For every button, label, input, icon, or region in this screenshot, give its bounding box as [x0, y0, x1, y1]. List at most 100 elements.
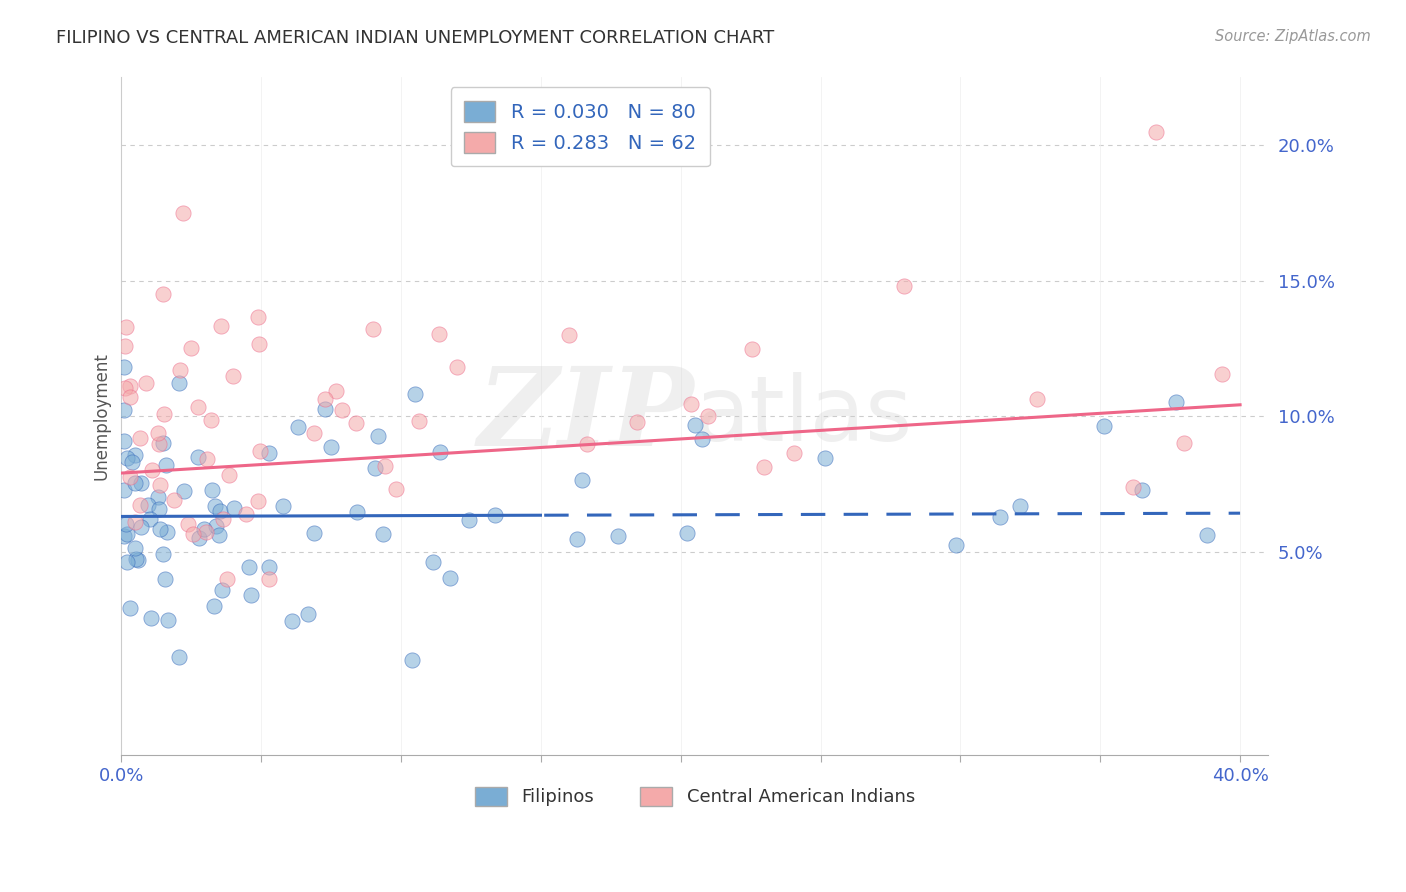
Point: [187, 400, 209, 414]
Point: [208, 528, 231, 542]
Point: [129, 520, 152, 534]
Point: [112, 434, 135, 449]
Point: [361, 322, 384, 336]
Point: [325, 384, 347, 399]
Point: [259, 560, 281, 574]
Point: [814, 450, 837, 465]
Point: [367, 429, 389, 443]
Point: [429, 445, 451, 459]
Point: [172, 206, 194, 220]
Point: [401, 653, 423, 667]
Point: [697, 409, 720, 423]
Point: [565, 532, 588, 546]
Point: [148, 426, 170, 441]
Point: [156, 524, 179, 539]
Point: [319, 440, 342, 454]
Text: atlas: atlas: [695, 372, 912, 460]
Point: [152, 287, 174, 301]
Point: [163, 492, 186, 507]
Point: [148, 522, 170, 536]
Point: [118, 470, 141, 484]
Y-axis label: Unemployment: Unemployment: [93, 352, 110, 480]
Point: [1025, 392, 1047, 406]
Point: [209, 319, 232, 334]
Point: [224, 501, 246, 516]
Point: [235, 507, 257, 521]
Point: [446, 360, 468, 375]
Point: [408, 414, 430, 428]
Point: [193, 522, 215, 536]
Point: [128, 431, 150, 445]
Point: [371, 527, 394, 541]
Point: [201, 483, 224, 498]
Text: Source: ZipAtlas.com: Source: ZipAtlas.com: [1215, 29, 1371, 44]
Point: [187, 450, 209, 465]
Point: [188, 531, 211, 545]
Point: [129, 475, 152, 490]
Point: [287, 419, 309, 434]
Legend: Filipinos, Central American Indians: Filipinos, Central American Indians: [468, 780, 922, 814]
Point: [752, 460, 775, 475]
Point: [195, 452, 218, 467]
Point: [675, 526, 697, 541]
Point: [314, 392, 336, 406]
Point: [149, 478, 172, 492]
Point: [115, 450, 138, 465]
Point: [215, 572, 238, 586]
Point: [247, 337, 270, 351]
Point: [120, 390, 142, 404]
Point: [127, 553, 149, 567]
Point: [1008, 499, 1031, 513]
Point: [139, 611, 162, 625]
Point: [1130, 483, 1153, 497]
Point: [1166, 395, 1188, 409]
Point: [238, 560, 260, 574]
Point: [152, 547, 174, 561]
Point: [1197, 528, 1219, 542]
Point: [679, 397, 702, 411]
Point: [458, 513, 481, 527]
Point: [344, 416, 367, 430]
Point: [155, 458, 177, 472]
Point: [222, 368, 245, 383]
Point: [115, 527, 138, 541]
Point: [218, 468, 240, 483]
Point: [271, 499, 294, 513]
Point: [128, 499, 150, 513]
Point: [115, 517, 138, 532]
Point: [135, 376, 157, 390]
Point: [204, 499, 226, 513]
Point: [169, 376, 191, 390]
Point: [200, 412, 222, 426]
Point: [194, 525, 217, 540]
Point: [125, 551, 148, 566]
Point: [148, 501, 170, 516]
Point: [124, 448, 146, 462]
Point: [240, 588, 263, 602]
Point: [606, 529, 628, 543]
Point: [211, 512, 233, 526]
Point: [374, 458, 396, 473]
Point: [157, 613, 180, 627]
Point: [124, 515, 146, 529]
Point: [114, 381, 136, 395]
Point: [741, 343, 763, 357]
Point: [148, 437, 170, 451]
Point: [422, 555, 444, 569]
Point: [146, 490, 169, 504]
Text: FILIPINO VS CENTRAL AMERICAN INDIAN UNEMPLOYMENT CORRELATION CHART: FILIPINO VS CENTRAL AMERICAN INDIAN UNEM…: [56, 29, 775, 46]
Point: [439, 571, 461, 585]
Point: [384, 482, 406, 496]
Point: [427, 326, 450, 341]
Point: [112, 529, 135, 543]
Point: [153, 572, 176, 586]
Point: [575, 436, 598, 450]
Point: [484, 508, 506, 522]
Point: [571, 473, 593, 487]
Point: [153, 407, 176, 421]
Point: [115, 555, 138, 569]
Point: [120, 601, 142, 615]
Point: [177, 516, 200, 531]
Point: [181, 527, 204, 541]
Point: [1173, 436, 1195, 450]
